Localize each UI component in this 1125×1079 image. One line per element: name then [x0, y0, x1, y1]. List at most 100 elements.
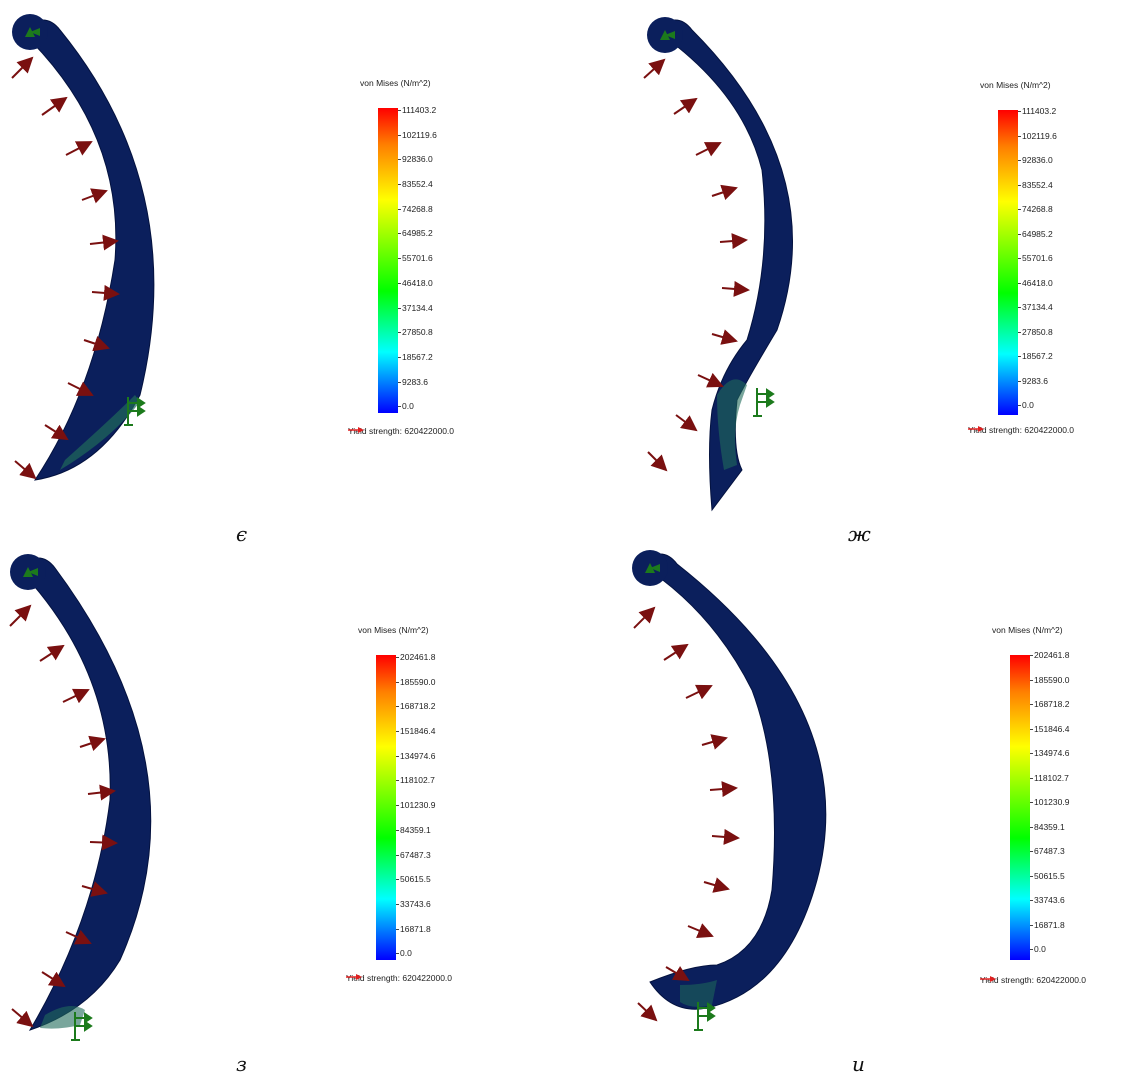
legend-tick: 185590.0 — [395, 677, 436, 687]
yield-strength: Yield strength: 620422000.0 — [346, 973, 452, 983]
legend-tick: 16871.8 — [396, 924, 431, 934]
color-scale-bar — [998, 110, 1018, 415]
legend-tick: 168718.2 — [1029, 699, 1070, 709]
legend-tick: 118102.7 — [396, 775, 435, 785]
pin-fixture-icon — [23, 567, 38, 577]
stress-legend: von Mises (N/m^2) 202461.8 185590.0 1687… — [980, 625, 1125, 1005]
yield-arrow-icon — [348, 427, 364, 433]
legend-tick: 37134.4 — [398, 303, 433, 313]
panel-caption: є — [236, 522, 248, 546]
legend-tick: 33743.6 — [396, 899, 431, 909]
yield-arrow-icon — [968, 426, 984, 432]
yield-label: Yield strength: 620422000.0 — [968, 425, 1075, 435]
legend-tick: 101230.9 — [395, 800, 436, 810]
yield-label: Yield strength: 620422000.0 — [348, 426, 455, 436]
pin-fixture-icon — [660, 30, 675, 40]
legend-title: von Mises (N/m^2) — [358, 625, 429, 635]
legend-tick: 74268.8 — [398, 204, 433, 214]
legend-tick: 50615.5 — [396, 874, 431, 884]
legend-tick: 46418.0 — [1018, 278, 1053, 288]
panel-i: von Mises (N/m^2) 202461.8 185590.0 1687… — [562, 540, 1124, 1079]
panel-caption: и — [852, 1052, 865, 1076]
legend-tick: 168718.2 — [395, 701, 436, 711]
curved-beam — [19, 19, 155, 481]
color-scale-bar — [1010, 655, 1030, 960]
legend-tick: 134974.6 — [395, 751, 436, 761]
legend-tick: 50615.5 — [1030, 871, 1065, 881]
legend-tick: 134974.6 — [1029, 748, 1070, 758]
legend-tick: 0.0 — [398, 401, 414, 411]
fixed-support-icon — [124, 397, 146, 426]
legend-tick: 202461.8 — [1029, 650, 1070, 660]
legend-tick: 185590.0 — [1029, 675, 1070, 685]
color-scale-bar — [378, 108, 398, 413]
legend-tick: 92836.0 — [398, 154, 433, 164]
legend-tick: 18567.2 — [398, 352, 433, 362]
legend-tick: 33743.6 — [1030, 895, 1065, 905]
fixed-support-icon — [71, 1012, 93, 1041]
panel-caption: з — [236, 1052, 247, 1076]
beam-model-i — [632, 550, 827, 1031]
legend-tick: 46418.0 — [398, 278, 433, 288]
fixed-support-icon — [694, 1002, 716, 1031]
pressure-arrows — [9, 604, 118, 1028]
legend-tick: 55701.6 — [1018, 253, 1053, 263]
stress-concentration — [60, 395, 140, 470]
stress-legend: von Mises (N/m^2) 111403.2 102119.6 9283… — [348, 78, 560, 458]
legend-tick: 55701.6 — [398, 253, 433, 263]
legend-tick: 151846.4 — [1029, 724, 1070, 734]
legend-title: von Mises (N/m^2) — [992, 625, 1063, 635]
legend-tick: 67487.3 — [396, 850, 431, 860]
legend-tick: 111403.2 — [397, 105, 437, 115]
yield-arrow-icon — [346, 974, 362, 980]
color-scale-bar — [376, 655, 396, 960]
legend-tick: 64985.2 — [398, 228, 433, 238]
legend-tick: 202461.8 — [395, 652, 436, 662]
stress-concentration — [717, 379, 747, 470]
yield-strength: Yield strength: 620422000.0 — [968, 425, 1074, 435]
yield-arrow-icon — [980, 976, 996, 982]
legend-tick: 83552.4 — [1018, 180, 1053, 190]
curved-beam — [654, 19, 793, 512]
beam-model-e — [11, 14, 155, 481]
legend-tick: 101230.9 — [1029, 797, 1070, 807]
pin-fixture-icon — [645, 563, 660, 573]
legend-tick: 37134.4 — [1018, 302, 1053, 312]
pressure-arrows — [643, 58, 750, 472]
legend-tick: 92836.0 — [1018, 155, 1053, 165]
legend-tick: 16871.8 — [1030, 920, 1065, 930]
legend-tick: 64985.2 — [1018, 229, 1053, 239]
legend-tick: 27850.8 — [398, 327, 433, 337]
pressure-arrows — [11, 56, 120, 480]
curved-beam — [17, 557, 152, 1031]
legend-tick: 67487.3 — [1030, 846, 1065, 856]
yield-strength: Yield strength: 620422000.0 — [980, 975, 1086, 985]
yield-label: Yield strength: 620422000.0 — [346, 973, 453, 983]
legend-tick: 9283.6 — [1018, 376, 1048, 386]
pin-fixture-icon — [25, 27, 40, 37]
legend-tick: 74268.8 — [1018, 204, 1053, 214]
panel-caption: ж — [848, 522, 871, 546]
pressure-arrows — [633, 606, 740, 1022]
legend-title: von Mises (N/m^2) — [360, 78, 431, 88]
panel-z: von Mises (N/m^2) 202461.8 185590.0 1687… — [0, 540, 562, 1079]
legend-tick: 0.0 — [1030, 944, 1046, 954]
legend-tick: 27850.8 — [1018, 327, 1053, 337]
yield-strength: Yield strength: 620422000.0 — [348, 426, 454, 436]
legend-tick: 9283.6 — [398, 377, 428, 387]
legend-tick: 111403.2 — [1017, 106, 1057, 116]
legend-tick: 102119.6 — [1018, 131, 1057, 141]
panel-e: von Mises (N/m^2) 111403.2 102119.6 9283… — [0, 0, 562, 546]
legend-tick: 151846.4 — [395, 726, 436, 736]
beam-model-zh — [643, 17, 793, 512]
legend-tick: 83552.4 — [398, 179, 433, 189]
yield-label: Yield strength: 620422000.0 — [980, 975, 1087, 985]
legend-tick: 84359.1 — [396, 825, 431, 835]
stress-concentration — [40, 1006, 85, 1029]
legend-tick: 102119.6 — [398, 130, 437, 140]
legend-tick: 18567.2 — [1018, 351, 1053, 361]
legend-tick: 0.0 — [396, 948, 412, 958]
panel-zh: von Mises (N/m^2) 111403.2 102119.6 9283… — [562, 0, 1125, 546]
legend-tick: 118102.7 — [1030, 773, 1069, 783]
stress-legend: von Mises (N/m^2) 111403.2 102119.6 9283… — [968, 80, 1125, 460]
